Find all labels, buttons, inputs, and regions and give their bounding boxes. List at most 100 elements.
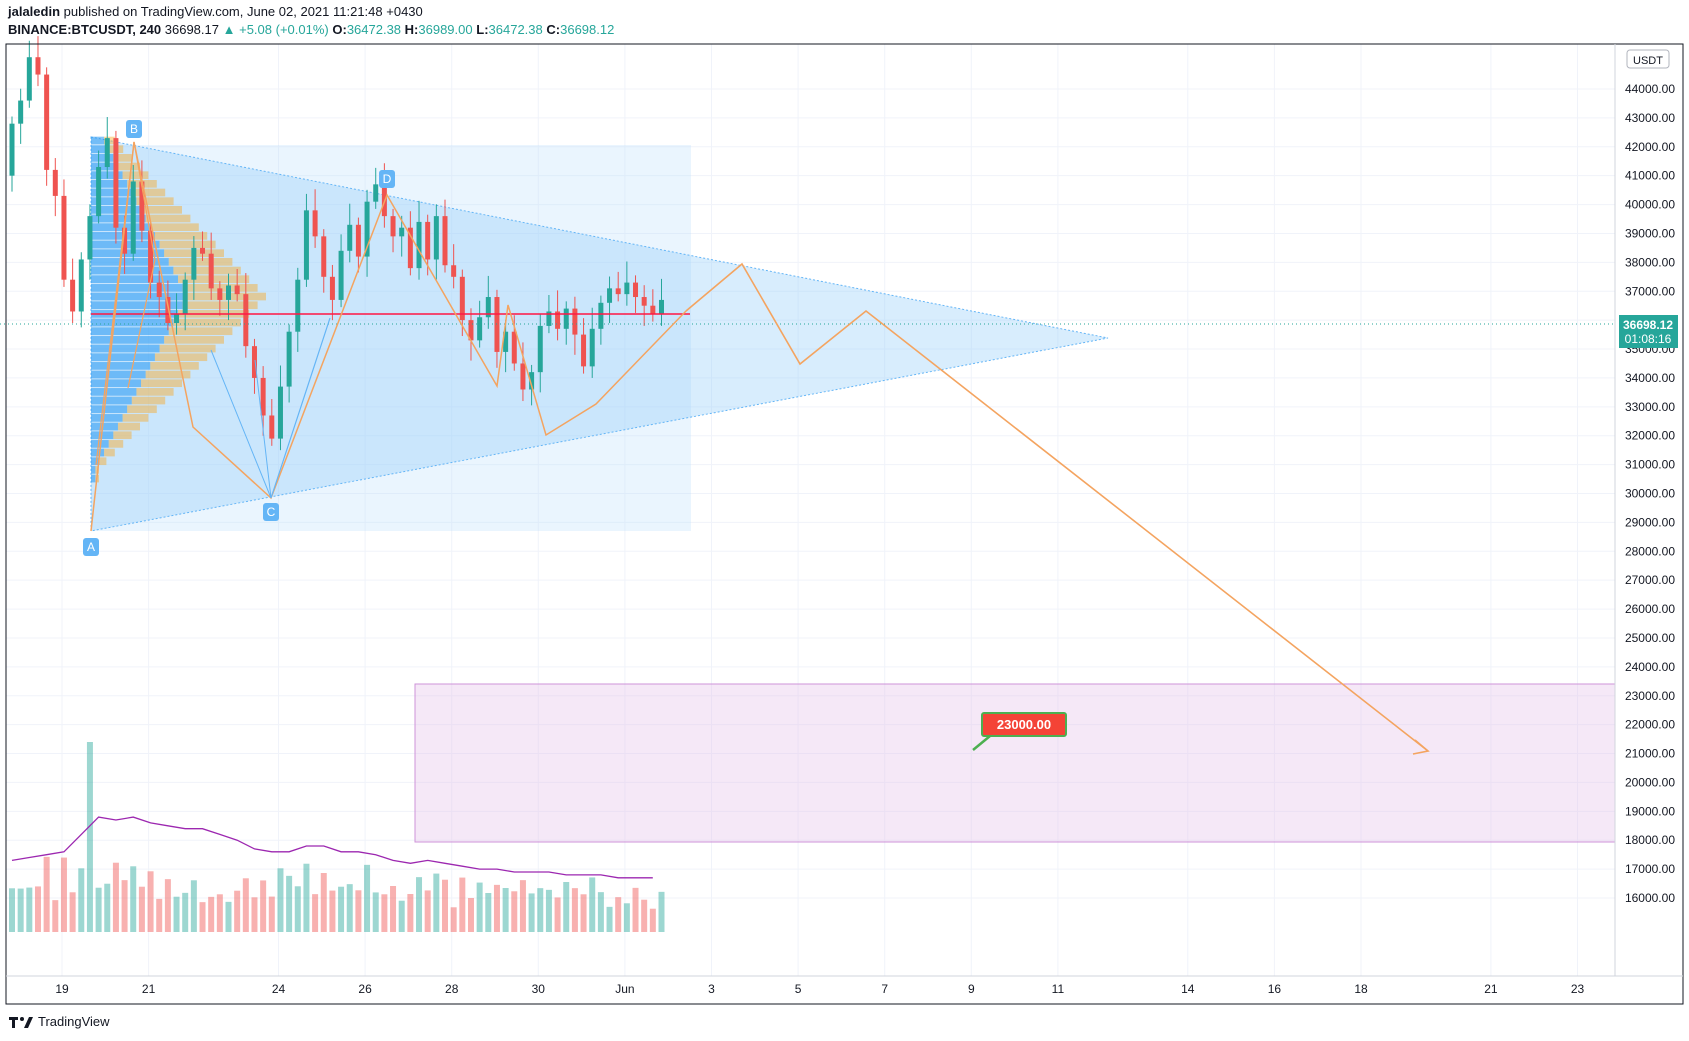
volume-bar bbox=[519, 880, 526, 932]
candle-body bbox=[624, 282, 630, 295]
volume-bar bbox=[303, 863, 310, 932]
author-name[interactable]: jalaledin bbox=[8, 4, 61, 19]
publish-info: published on TradingView.com, June 02, 2… bbox=[63, 4, 423, 19]
time-axis[interactable]: 19 21 24 26 28 30 Jun 3 5 7 9 11 14 16 18 21 23 bbox=[55, 982, 1584, 996]
profile-row-value bbox=[91, 370, 146, 379]
candle-body bbox=[485, 297, 491, 318]
candle-body bbox=[61, 195, 67, 280]
profile-row-value bbox=[91, 136, 105, 145]
volume-bar bbox=[164, 879, 171, 932]
volume-bar bbox=[112, 862, 119, 932]
profile-row-value bbox=[91, 440, 109, 448]
volume-bar bbox=[34, 886, 41, 932]
profile-row-value bbox=[91, 344, 160, 353]
volume-bar bbox=[242, 878, 249, 932]
time-tick-label: 5 bbox=[795, 982, 802, 996]
time-tick-label: 26 bbox=[358, 982, 372, 996]
volume-bar bbox=[17, 888, 24, 932]
open-label: O: bbox=[332, 22, 347, 37]
volume-bar bbox=[216, 894, 223, 932]
candle-body bbox=[615, 288, 621, 295]
candle-body bbox=[18, 100, 24, 124]
volume-bar bbox=[476, 882, 483, 932]
volume-bar bbox=[589, 877, 596, 932]
volume-bar bbox=[355, 890, 362, 932]
profile-row-rest bbox=[159, 240, 216, 249]
candle-body bbox=[390, 216, 396, 237]
projection-path[interactable] bbox=[685, 262, 1429, 752]
wave-line[interactable] bbox=[90, 141, 687, 532]
time-tick-label: 30 bbox=[532, 982, 546, 996]
volume-bar bbox=[502, 888, 509, 932]
volume-bar bbox=[450, 907, 457, 932]
price-tick-label: 42000.00 bbox=[1625, 140, 1675, 154]
currency-badge[interactable]: USDT bbox=[1626, 49, 1670, 69]
price-tick-label: 22000.00 bbox=[1625, 718, 1675, 732]
low-label: L: bbox=[476, 22, 489, 37]
candle-body bbox=[260, 377, 266, 416]
candle-body bbox=[633, 282, 639, 298]
candle-body bbox=[295, 279, 301, 332]
ohlc-line: BINANCE:BTCUSDT, 240 36698.17 ▲ +5.08 (+… bbox=[8, 22, 614, 37]
candle-body bbox=[607, 288, 613, 303]
volume-bar bbox=[52, 900, 59, 932]
footer-brand[interactable]: TradingView bbox=[8, 1014, 110, 1029]
profile-row-value bbox=[91, 353, 155, 362]
chart-frame bbox=[5, 43, 1684, 1005]
price-tick-label: 16000.00 bbox=[1625, 891, 1675, 905]
target-badge-bg bbox=[981, 712, 1067, 737]
candle-body bbox=[200, 247, 206, 254]
volume-bar bbox=[407, 894, 414, 932]
profile-row-value bbox=[91, 457, 100, 466]
volume-bar bbox=[658, 891, 665, 932]
symbol-label[interactable]: BINANCE:BTCUSDT, 240 bbox=[8, 22, 162, 37]
profile-row-value bbox=[91, 266, 174, 275]
candle-body bbox=[139, 181, 145, 231]
volume-bar bbox=[554, 897, 561, 932]
candle-body bbox=[425, 221, 431, 260]
volume-bar bbox=[615, 897, 622, 932]
projection-arrowhead bbox=[1412, 739, 1430, 755]
volume-bar bbox=[390, 886, 397, 932]
pattern-point-label: A bbox=[87, 540, 95, 554]
profile-row-value bbox=[91, 154, 114, 162]
volume-bar bbox=[312, 894, 319, 932]
volume-bar bbox=[208, 896, 215, 932]
profile-row-value bbox=[91, 249, 165, 258]
pattern-point-label: C bbox=[267, 505, 276, 519]
price-axis[interactable]: 44000.00 43000.00 42000.00 41000.00 40000.00… bbox=[1625, 82, 1675, 905]
profile-row-value bbox=[91, 162, 118, 171]
profile-row-value bbox=[91, 301, 183, 310]
volume-bar bbox=[286, 875, 293, 932]
candle-body bbox=[26, 57, 32, 101]
volume-bar bbox=[424, 890, 431, 932]
volume-ma-line bbox=[11, 816, 653, 879]
profile-row-rest bbox=[131, 188, 166, 197]
candle-body bbox=[598, 302, 604, 329]
candle-body bbox=[511, 331, 517, 364]
candle-body bbox=[78, 259, 84, 312]
target-badge[interactable]: 23000.00 bbox=[972, 712, 1067, 751]
profile-row-value bbox=[91, 388, 137, 396]
pattern-point-bg bbox=[263, 503, 279, 521]
tradingview-logo-icon bbox=[9, 1016, 33, 1028]
target-zone[interactable] bbox=[414, 683, 1616, 843]
candle-body bbox=[529, 372, 535, 390]
high-label: H: bbox=[404, 22, 419, 37]
candle-body bbox=[581, 334, 587, 367]
candle-body bbox=[286, 331, 292, 387]
profile-row-rest bbox=[141, 379, 182, 388]
candle-body bbox=[477, 317, 483, 341]
price-tick-label: 41000.00 bbox=[1625, 169, 1675, 183]
candle-body bbox=[503, 331, 509, 352]
candle-body bbox=[9, 123, 15, 176]
candle-body bbox=[355, 224, 361, 257]
volume-bar bbox=[60, 857, 67, 932]
volume-bar bbox=[511, 891, 518, 932]
wave-inner-b bbox=[95, 141, 156, 466]
profile-row-rest bbox=[150, 362, 199, 370]
profile-row-rest bbox=[131, 396, 166, 405]
volume-bar bbox=[364, 864, 371, 932]
profile-row-rest bbox=[99, 457, 107, 466]
